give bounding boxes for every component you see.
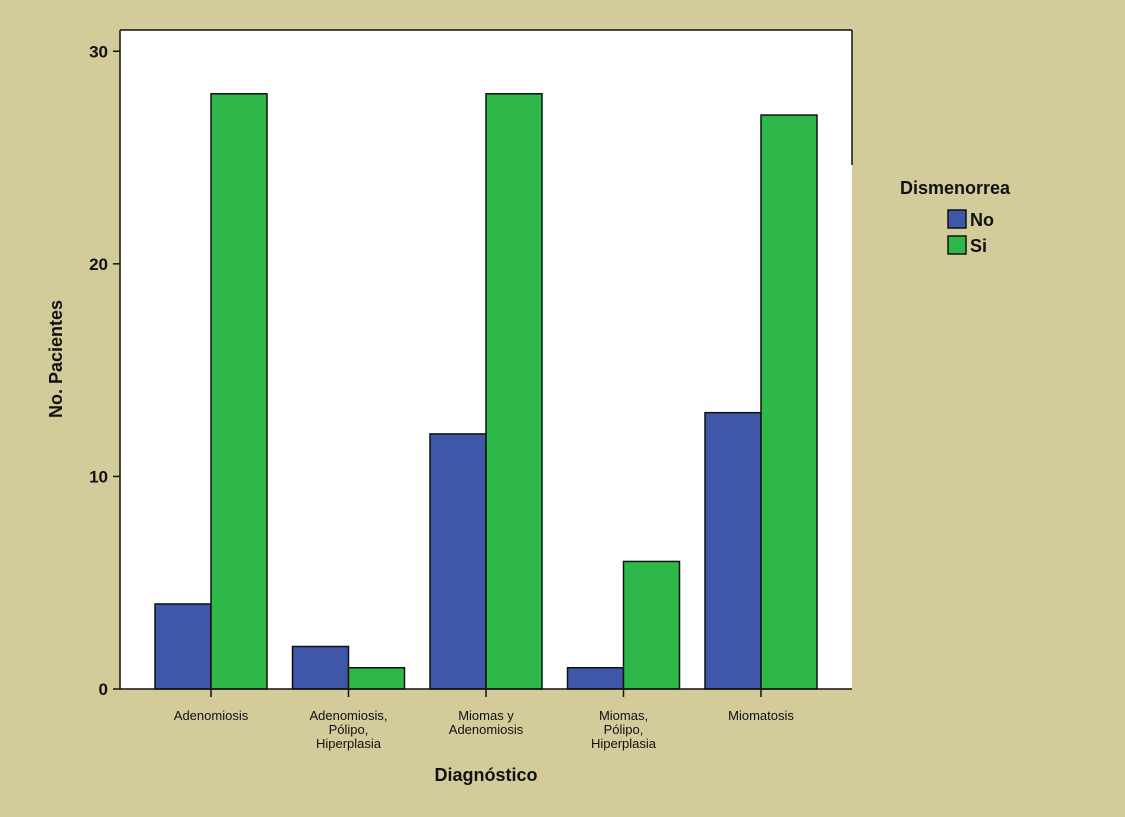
y-axis-ticks: 0 10 20 30	[89, 42, 120, 699]
bar-no-3	[429, 433, 487, 690]
bar-si-1	[210, 93, 268, 690]
bar-si-5	[760, 114, 818, 690]
bar-no-1	[154, 603, 212, 690]
y-tick-label: 20	[89, 255, 108, 274]
x-tick-label: Miomas y Adenomiosis	[449, 708, 524, 737]
legend-title: Dismenorrea	[900, 178, 1011, 198]
bar-no-2	[291, 645, 350, 690]
legend-label-si: Si	[970, 236, 987, 256]
bar-no-5	[704, 411, 762, 690]
bar-no-4	[566, 666, 625, 690]
y-axis-title: No. Pacientes	[46, 300, 66, 418]
y-tick-label: 0	[99, 680, 108, 699]
legend-swatch-si	[947, 235, 967, 255]
y-tick-label: 30	[89, 42, 108, 61]
bar-si-3	[485, 93, 543, 690]
x-axis-ticks: Adenomiosis Adenomiosis, Pólipo, Hiperplasi…	[174, 689, 794, 751]
x-tick-label: Adenomiosis, Pólipo, Hiperplasia	[309, 708, 387, 751]
x-tick-label: Adenomiosis	[174, 708, 249, 723]
legend: Dismenorrea No Si	[900, 178, 1011, 256]
bar-si-2	[347, 666, 406, 690]
legend-label-no: No	[970, 210, 994, 230]
bar-si-4	[622, 560, 681, 690]
y-tick-label: 10	[89, 467, 108, 486]
x-tick-label: Miomatosis	[728, 708, 794, 723]
x-axis-title: Diagnóstico	[434, 765, 537, 785]
legend-swatch-no	[947, 209, 967, 229]
bars-group	[154, 93, 818, 690]
x-tick-label: Miomas, Pólipo, Hiperplasia	[591, 708, 657, 751]
